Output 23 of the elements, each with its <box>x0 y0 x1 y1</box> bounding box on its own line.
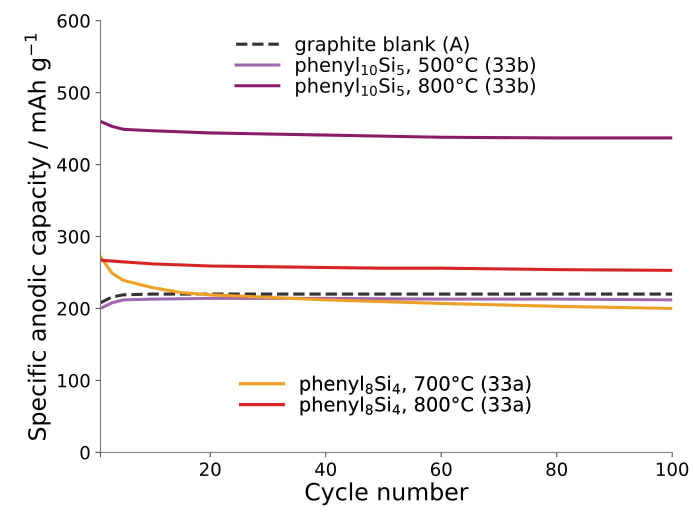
x-tick-label: 20 <box>200 462 220 476</box>
x-tick-label: 40 <box>315 462 336 476</box>
x-tick-label: 80 <box>546 462 567 476</box>
x-axis-title: Cycle number <box>306 482 468 506</box>
y-tick-label: 200 <box>58 302 90 316</box>
y-tick-label: 300 <box>58 230 90 244</box>
line-series <box>100 258 672 272</box>
legend-label: graphite blank (A) <box>295 36 469 56</box>
line-series <box>100 255 672 310</box>
y-tick-label: 100 <box>58 374 90 388</box>
legend-label: phenyl$_{10}$Si$_{5}$, 500°C (33b) <box>296 57 535 76</box>
x-tick-label: 100 <box>656 462 688 476</box>
line-series <box>100 120 672 140</box>
line-series <box>100 292 672 304</box>
y-tick-label: 600 <box>58 14 90 28</box>
legend-label: phenyl$_{8}$Si$_{4}$, 700°C (33a) <box>300 376 530 395</box>
legend-label: phenyl$_{10}$Si$_{5}$, 800°C (33b) <box>296 78 535 97</box>
y-tick-label: 0 <box>80 446 90 460</box>
y-tick-label: 400 <box>57 158 90 172</box>
y-axis-title: Specific anodic capacity / mAh g$^{−1}$ <box>24 34 51 440</box>
x-tick-label: 60 <box>430 462 452 476</box>
y-tick-label: 500 <box>58 86 90 100</box>
legend-label: phenyl$_{8}$Si$_{4}$, 800°C (33a) <box>300 396 530 416</box>
